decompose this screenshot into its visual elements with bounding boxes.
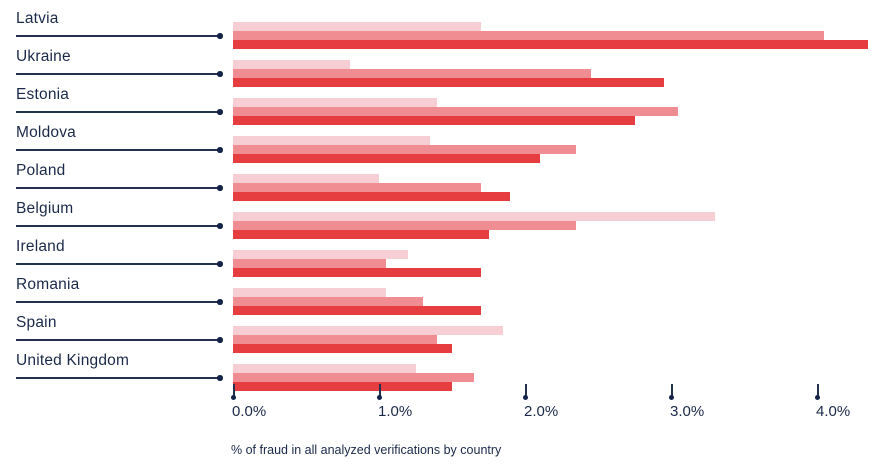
tick-line: [379, 384, 381, 396]
bar-series-light: [233, 364, 416, 373]
bar-series-light: [233, 22, 482, 31]
tick-dot: [669, 395, 675, 400]
country-row: United Kingdom: [0, 352, 882, 391]
country-row: Poland: [0, 162, 882, 201]
leader-dot: [217, 337, 223, 343]
bar-group: [233, 326, 504, 353]
bar-series-dark: [233, 78, 664, 87]
bar-series-light: [233, 288, 387, 297]
axis-tick-label: 4.0%: [816, 403, 851, 420]
leader-dot: [217, 109, 223, 115]
tick-line: [817, 384, 819, 396]
bar-group: [233, 364, 474, 391]
country-label: Ukraine: [16, 48, 71, 65]
leader-dot: [217, 375, 223, 381]
leader-line: [16, 149, 218, 151]
bar-series-medium: [233, 221, 577, 230]
country-label: Ireland: [16, 238, 65, 255]
country-label: Moldova: [16, 124, 76, 141]
axis-tick-label: 0.0%: [232, 403, 267, 420]
leader-line: [16, 263, 218, 265]
bar-series-medium: [233, 107, 679, 116]
leader-line: [16, 301, 218, 303]
bar-series-medium: [233, 297, 423, 306]
bar-series-medium: [233, 183, 482, 192]
country-row: Spain: [0, 314, 882, 353]
bar-series-dark: [233, 268, 482, 277]
bar-group: [233, 22, 869, 49]
bar-group: [233, 136, 577, 163]
bar-series-light: [233, 212, 715, 221]
bar-group: [233, 174, 511, 201]
tick-dot: [231, 395, 237, 400]
bar-series-light: [233, 174, 379, 183]
bar-series-dark: [233, 382, 452, 391]
bar-series-dark: [233, 306, 482, 315]
country-row: Latvia: [0, 10, 882, 49]
leader-dot: [217, 147, 223, 153]
leader-dot: [217, 261, 223, 267]
leader-line: [16, 187, 218, 189]
bar-series-dark: [233, 40, 869, 49]
bar-series-light: [233, 326, 504, 335]
country-label: Spain: [16, 314, 57, 331]
bar-series-medium: [233, 69, 591, 78]
country-row: Ukraine: [0, 48, 882, 87]
axis-tick-label: 2.0%: [524, 403, 559, 420]
bar-series-light: [233, 136, 431, 145]
bar-series-dark: [233, 116, 635, 125]
bar-series-dark: [233, 192, 511, 201]
bar-group: [233, 98, 679, 125]
leader-dot: [217, 223, 223, 229]
country-label: United Kingdom: [16, 352, 130, 369]
country-row: Ireland: [0, 238, 882, 277]
chart-caption: % of fraud in all analyzed verifications…: [231, 443, 502, 457]
tick-line: [525, 384, 527, 396]
bar-series-dark: [233, 230, 489, 239]
bar-series-light: [233, 250, 409, 259]
country-row: Belgium: [0, 200, 882, 239]
bar-series-dark: [233, 344, 452, 353]
leader-dot: [217, 71, 223, 77]
leader-line: [16, 73, 218, 75]
bar-group: [233, 212, 715, 239]
country-label: Latvia: [16, 10, 59, 27]
country-row: Romania: [0, 276, 882, 315]
axis-tick-label: 3.0%: [670, 403, 705, 420]
country-row: Estonia: [0, 86, 882, 125]
tick-line: [671, 384, 673, 396]
x-axis: 0.0% 1.0% 2.0% 3.0% 4.0%: [0, 384, 882, 424]
leader-line: [16, 111, 218, 113]
tick-line: [233, 384, 235, 396]
bar-group: [233, 288, 482, 315]
country-label: Romania: [16, 276, 80, 293]
tick-dot: [523, 395, 529, 400]
bar-series-medium: [233, 31, 825, 40]
bar-series-medium: [233, 259, 387, 268]
bar-series-medium: [233, 373, 474, 382]
country-row: Moldova: [0, 124, 882, 163]
tick-dot: [377, 395, 383, 400]
bar-group: [233, 60, 664, 87]
bar-series-dark: [233, 154, 540, 163]
bar-group: [233, 250, 482, 277]
country-label: Belgium: [16, 200, 74, 217]
leader-dot: [217, 299, 223, 305]
bar-series-medium: [233, 335, 438, 344]
leader-line: [16, 35, 218, 37]
leader-line: [16, 377, 218, 379]
country-label: Estonia: [16, 86, 70, 103]
bar-series-medium: [233, 145, 577, 154]
leader-line: [16, 339, 218, 341]
leader-line: [16, 225, 218, 227]
country-label: Poland: [16, 162, 66, 179]
leader-dot: [217, 185, 223, 191]
tick-dot: [815, 395, 821, 400]
bar-series-light: [233, 98, 438, 107]
axis-tick-label: 1.0%: [378, 403, 413, 420]
leader-dot: [217, 33, 223, 39]
bar-series-light: [233, 60, 350, 69]
